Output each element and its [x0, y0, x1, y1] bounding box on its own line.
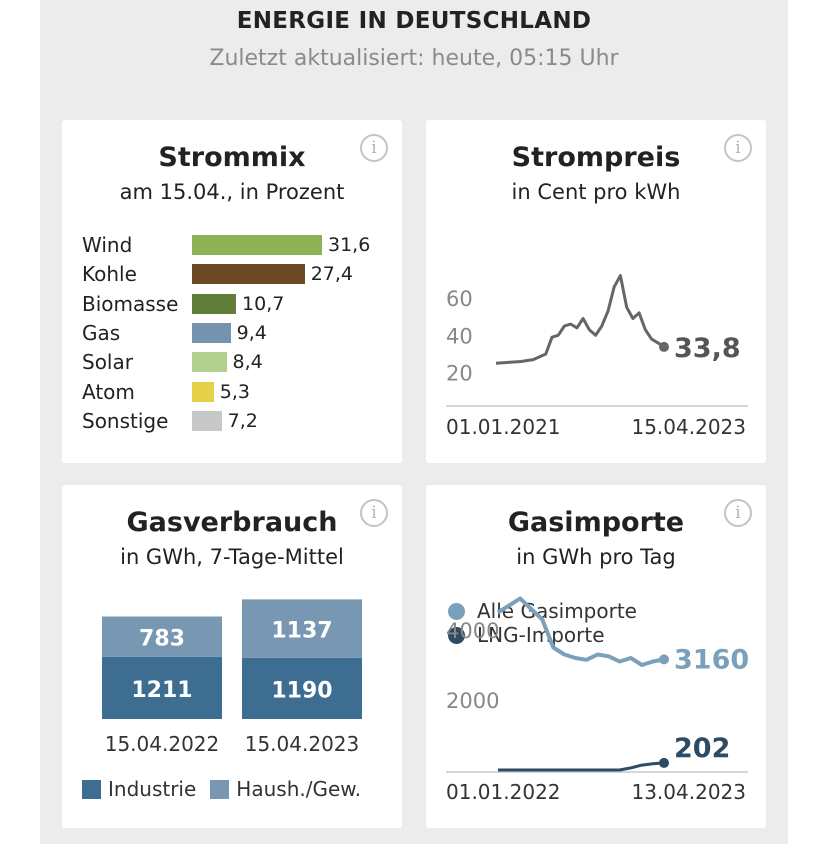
y-tick-label: 2000 [446, 689, 499, 713]
gasverbrauch-segment-label: 1137 [271, 619, 332, 644]
x-tick-label: 01.01.2022 [446, 780, 561, 804]
gasverbrauch-card: Gasverbrauch in GWh, 7-Tage-Mittel i 121… [62, 485, 402, 828]
legend-swatch-haushalte [210, 779, 230, 799]
legend-label-industrie: Industrie [108, 777, 197, 801]
strommix-bar [192, 381, 214, 402]
x-tick-label: 13.04.2023 [631, 780, 746, 804]
gasimporte-subtitle: in GWh pro Tag [516, 545, 676, 569]
gasverbrauch-subtitle: in GWh, 7-Tage-Mittel [120, 545, 344, 569]
x-tick-label: 15.04.2022 [105, 732, 220, 756]
strommix-value-label: 8,4 [232, 351, 263, 374]
strommix-row: Biomasse 10,7 [82, 291, 382, 317]
gasimporte-last-value: 202 [674, 733, 730, 764]
gasverbrauch-chart: 1211 783 15.04.2022 1190 1137 15.04.2023 [102, 599, 362, 756]
strommix-category-label: Gas [82, 320, 121, 345]
strommix-card: Strommix am 15.04., in Prozent i Wind 31,… [62, 120, 402, 463]
info-icon[interactable]: i [360, 499, 388, 527]
strommix-bar [192, 352, 227, 373]
strommix-bar [192, 410, 222, 431]
gasverbrauch-legend: Industrie Haush./Gew. [82, 777, 361, 801]
strompreis-subtitle: in Cent pro kWh [511, 180, 681, 204]
strommix-row: Atom 5,3 [82, 379, 382, 405]
gasverbrauch-segment-label: 1211 [131, 678, 192, 703]
legend-dot-all [448, 602, 465, 620]
page-title: ENERGIE IN DEUTSCHLAND [236, 8, 592, 34]
y-tick-label: 40 [446, 324, 473, 348]
gasverbrauch-bar-segment [242, 599, 362, 658]
gasverbrauch-segment-label: 783 [139, 627, 185, 652]
strommix-value-label: 10,7 [242, 292, 285, 315]
strommix-category-label: Sonstige [82, 408, 169, 433]
legend-dot-lng [448, 626, 465, 644]
info-icon[interactable]: i [724, 134, 752, 162]
strommix-value-label: 31,6 [328, 234, 371, 256]
strommix-category-label: Biomasse [82, 291, 179, 316]
x-tick-label: 15.04.2023 [631, 415, 746, 439]
info-icon[interactable]: i [360, 134, 388, 162]
page: ENERGIE IN DEUTSCHLAND Zuletzt aktualisi… [40, 0, 788, 844]
strompreis-title: Strompreis [511, 142, 681, 173]
strommix-bar [192, 235, 322, 255]
strompreis-line [495, 274, 665, 365]
gasverbrauch-segment-label: 1190 [271, 678, 332, 703]
strompreis-last-value: 33,8 [674, 333, 741, 364]
last-updated: Zuletzt aktualisiert: heute, 05:15 Uhr [209, 46, 619, 71]
gasimporte-card: Gasimporte in GWh pro Tag i Alle Gasimpo… [426, 485, 766, 828]
legend-label-lng: LNG-Importe [477, 623, 605, 647]
strommix-title: Strommix [158, 142, 306, 173]
gasimporte-legend-lng: LNG-Importe [448, 623, 605, 647]
strompreis-last-point [659, 341, 669, 352]
strommix-value-label: 7,2 [227, 409, 258, 432]
gasverbrauch-bar-segment [242, 657, 362, 719]
gasimporte-title: Gasimporte [507, 507, 685, 538]
gasimporte-last-point [659, 654, 669, 665]
strompreis-card: Strompreis in Cent pro kWh i 20 40 60 33,8 0… [426, 120, 766, 463]
strommix-bar [192, 264, 305, 285]
strommix-value-label: 5,3 [219, 380, 251, 403]
strommix-row: Sonstige 7,2 [82, 408, 382, 434]
x-tick-label: 15.04.2023 [245, 732, 360, 756]
y-tick-label: 20 [446, 362, 473, 386]
strommix-bar [192, 322, 231, 343]
gasverbrauch-title: Gasverbrauch [126, 507, 338, 538]
strommix-row: Wind 31,6 [82, 232, 382, 258]
gasimporte-all-line [496, 596, 665, 667]
strompreis-chart: 20 40 60 33,8 01.01.2021 15.04.2023 [446, 274, 748, 439]
x-tick-label: 01.01.2021 [446, 415, 561, 439]
strommix-row: Kohle 27,4 [82, 261, 382, 287]
strommix-value-label: 9,4 [236, 321, 267, 344]
strommix-category-label: Kohle [82, 262, 137, 287]
gasverbrauch-bar-segment [102, 616, 222, 657]
y-tick-label: 4000 [446, 619, 499, 643]
y-tick-label: 60 [446, 287, 473, 311]
gasverbrauch-bar-segment [102, 656, 222, 719]
strommix-value-label: 27,4 [310, 263, 354, 286]
strommix-bar [192, 293, 237, 314]
legend-label-haushalte: Haush./Gew. [236, 777, 362, 801]
gasimporte-last-point [659, 757, 669, 768]
strommix-category-label: Atom [82, 379, 135, 404]
strommix-category-label: Wind [82, 233, 133, 257]
strommix-row: Solar 8,4 [82, 349, 382, 375]
strommix-category-label: Solar [82, 350, 133, 375]
gasimporte-last-value: 3160 [674, 644, 749, 675]
info-icon[interactable]: i [724, 499, 752, 527]
legend-swatch-industrie [82, 779, 101, 799]
gasimporte-chart: 2000 4000 3160 202 01.01.2022 13.04.2023 [446, 596, 749, 804]
gasimporte-lng-line [498, 761, 665, 772]
strommix-subtitle: am 15.04., in Prozent [119, 180, 345, 204]
strommix-row: Gas 9,4 [82, 320, 382, 346]
